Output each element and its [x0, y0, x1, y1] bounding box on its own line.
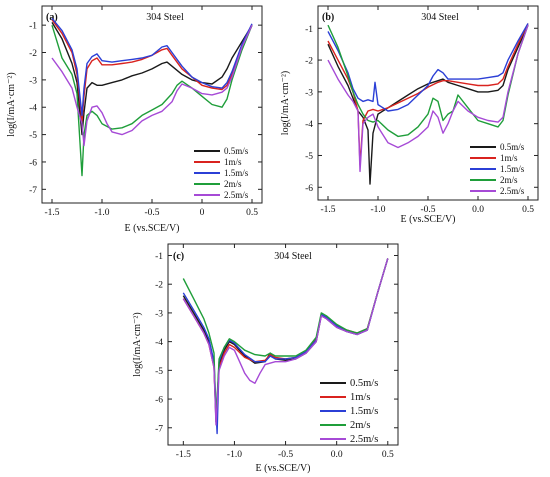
x-tick-label: -1.5: [320, 205, 335, 215]
chart-title: 304 Steel: [421, 12, 459, 23]
x-tick-label: -0.5: [278, 450, 293, 460]
x-axis-label: E (vs.SCE/V): [125, 223, 180, 234]
series-line-1m/s: [51, 19, 253, 122]
y-tick-label: -2: [305, 57, 313, 67]
chart-title: 304 Steel: [274, 251, 312, 262]
x-tick-label: 0: [200, 208, 205, 218]
series-group: [327, 23, 529, 185]
chart-title: 304 Steel: [146, 12, 184, 23]
series-group: [51, 17, 253, 177]
series-line-2.5m/s: [51, 24, 253, 147]
x-tick-label: -1.5: [176, 450, 191, 460]
x-tick-label: 0.5: [246, 208, 258, 218]
y-tick-label: -4: [305, 120, 313, 130]
y-tick-label: -1: [305, 25, 313, 35]
y-tick-label: -3: [29, 76, 37, 86]
x-axis-label: E (vs.SCE/V): [401, 214, 456, 225]
y-axis-label: log(I/mA·cm⁻²): [132, 312, 143, 376]
y-tick-label: -2: [29, 49, 37, 59]
y-axis-label: log(I/mA·cm⁻²): [6, 72, 17, 136]
y-tick-label: -1: [29, 22, 37, 32]
legend-label: 2m/s: [500, 175, 518, 185]
x-tick-label: 0.0: [331, 450, 343, 460]
series-line-0.5m/s: [327, 24, 529, 185]
x-axis-label: E (vs.SCE/V): [256, 463, 311, 474]
legend-label: 0.5m/s: [500, 142, 525, 152]
legend-label: 2.5m/s: [500, 186, 525, 196]
series-line-1.5m/s: [51, 17, 253, 117]
y-tick-label: -6: [305, 184, 313, 194]
chart-panel-2: -1.5 -1.0 -0.5 0.0 0.5 -6 -5 -4 -3 -2 -1 (b) 304 Ste…: [280, 5, 539, 225]
series-group: [182, 258, 389, 435]
x-tick-label: 0.0: [472, 205, 484, 215]
series-line-2m/s: [51, 24, 253, 177]
legend-label: 1m/s: [224, 157, 242, 167]
x-tick-label: 0.5: [382, 450, 394, 460]
legend-label: 2m/s: [224, 179, 242, 189]
legend-label: 1m/s: [350, 392, 370, 403]
y-tick-label: -5: [305, 152, 313, 162]
chart-panel-3: -1.5 -1.0 -0.5 0.0 0.5 -7 -6 -5 -4 -3 -2 -1 (c) 304 S…: [132, 243, 399, 474]
x-tick-label: -0.5: [420, 205, 435, 215]
x-tick-label: -1.0: [227, 450, 242, 460]
x-tick-label: 0.5: [522, 205, 534, 215]
y-tick-label: -4: [155, 338, 163, 348]
y-tick-label: -6: [155, 396, 163, 406]
series-line-2.5m/s: [182, 258, 389, 426]
y-tick-label: -2: [155, 281, 163, 291]
legend-label: 1.5m/s: [224, 168, 249, 178]
y-tick-label: -7: [155, 424, 163, 434]
series-line-1m/s: [327, 23, 529, 166]
legend-label: 2.5m/s: [224, 190, 249, 200]
legend-label: 0.5m/s: [224, 146, 249, 156]
series-line-1.5m/s: [327, 23, 529, 112]
y-tick-label: -3: [305, 88, 313, 98]
y-tick-label: -4: [29, 104, 37, 114]
plot-frame: [167, 243, 399, 446]
chart-panel-1: -1.5 -1.0 -0.5 0 0.5 -7 -6 -5 -4 -3 -2 -1 (a) 304 Ste…: [6, 5, 263, 234]
y-tick-label: -1: [155, 252, 163, 262]
y-tick-label: -3: [155, 309, 163, 319]
y-tick-label: -6: [29, 158, 37, 168]
series-line-2.5m/s: [327, 24, 529, 173]
y-tick-label: -5: [29, 131, 37, 141]
legend-label: 0.5m/s: [350, 378, 378, 389]
x-tick-label: -1.0: [370, 205, 385, 215]
legend-label: 1.5m/s: [500, 164, 525, 174]
series-line-2m/s: [327, 24, 529, 138]
x-tick-label: -0.5: [144, 208, 159, 218]
y-axis-label: log(I/mA·cm⁻²): [280, 71, 291, 135]
legend-label: 2m/s: [350, 420, 370, 431]
panel-label: (b): [322, 12, 334, 23]
legend-label: 1.5m/s: [350, 406, 378, 417]
panel-label: (c): [173, 251, 184, 262]
legend-label: 1m/s: [500, 153, 518, 163]
panel-label: (a): [46, 12, 58, 23]
x-tick-label: -1.0: [94, 208, 109, 218]
y-tick-label: -5: [155, 367, 163, 377]
legend-label: 2.5m/s: [350, 434, 378, 445]
x-tick-label: -1.5: [44, 208, 59, 218]
y-tick-label: -7: [29, 186, 37, 196]
